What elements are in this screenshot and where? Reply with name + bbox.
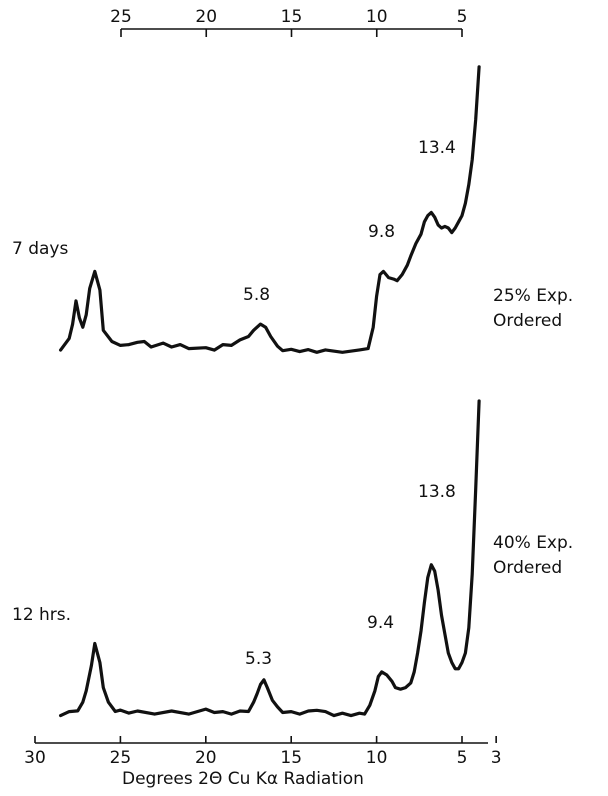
peak-label-5-3: 5.3 [245, 649, 272, 669]
top-tick-label-25: 25 [110, 7, 132, 27]
bottom-tick-label-10: 10 [366, 748, 388, 768]
peak-label-13-8: 13.8 [418, 482, 456, 502]
sample-label-25-line-2: Ordered [493, 311, 562, 331]
bottom-tick-label-3: 3 [491, 748, 502, 768]
peak-label-9-4: 9.4 [367, 613, 394, 633]
bottom-tick-label-30: 30 [24, 748, 46, 768]
series-trace-7-days [59, 65, 481, 354]
bottom-tick-label-20: 20 [195, 748, 217, 768]
sample-label-40-line-1: 40% Exp. [493, 533, 573, 553]
series-label-12-hrs: 12 hrs. [12, 605, 71, 625]
bottom-tick-label-15: 15 [280, 748, 302, 768]
series-trace-12-hrs [59, 399, 481, 718]
top-tick-label-15: 15 [281, 7, 303, 27]
bottom-tick-label-5: 5 [457, 748, 468, 768]
top-tick-label-10: 10 [366, 7, 388, 27]
top-tick-label-5: 5 [457, 7, 468, 27]
peak-label-5-8: 5.8 [243, 285, 270, 305]
peak-label-9-8: 9.8 [368, 222, 395, 242]
bottom-axis: 30 25 20 15 10 5 3 [24, 736, 502, 768]
sample-label-40-line-2: Ordered [493, 558, 562, 578]
series-label-7-days: 7 days [12, 239, 68, 259]
sample-label-25-line-1: 25% Exp. [493, 286, 573, 306]
top-axis: 25 20 15 10 5 [110, 7, 467, 37]
bottom-tick-label-25: 25 [110, 748, 132, 768]
x-axis-title: Degrees 2Θ Cu Kα Radiation [122, 769, 364, 789]
top-tick-label-20: 20 [195, 7, 217, 27]
peak-label-13-4: 13.4 [418, 138, 456, 158]
